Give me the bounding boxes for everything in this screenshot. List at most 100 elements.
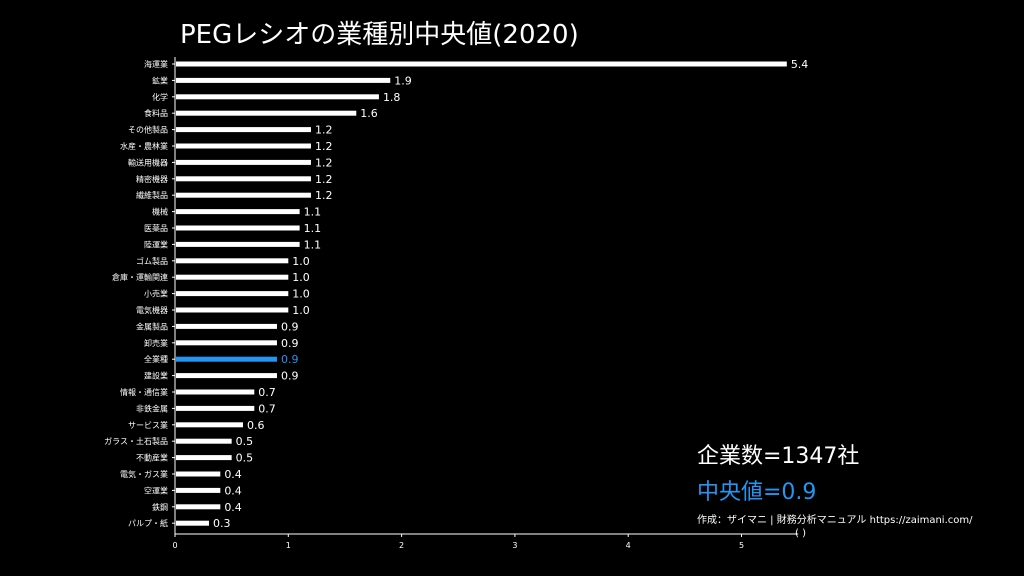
value-label: 0.7 [258, 386, 276, 399]
bar [176, 389, 255, 395]
category-label: 医薬品 [144, 223, 168, 233]
value-label: 0.9 [281, 370, 299, 383]
value-label: 0.4 [224, 484, 242, 497]
category-label: 機械 [152, 207, 168, 217]
bar [176, 323, 277, 329]
bar [176, 274, 289, 280]
category-label: 食料品 [144, 108, 168, 118]
category-label: 電気機器 [136, 305, 168, 315]
category-label: パルプ・紙 [128, 518, 168, 528]
bar [176, 176, 311, 182]
value-label: 1.2 [315, 140, 333, 153]
value-label: 0.4 [224, 468, 242, 481]
bar [176, 405, 255, 411]
value-label: 1.2 [315, 124, 333, 137]
value-label: 0.7 [258, 402, 276, 415]
bar [176, 422, 243, 428]
company-count: 企業数=1347社 [697, 444, 860, 469]
value-label: 1.9 [394, 74, 412, 87]
bar [176, 77, 391, 83]
bar [176, 192, 311, 198]
chart-title: PEGレシオの業種別中央値(2020) [180, 20, 579, 50]
x-tick-label: 1 [286, 541, 291, 550]
chart-bars [176, 61, 787, 526]
category-label: 建設業 [144, 371, 168, 381]
category-label: 電気・ガス業 [120, 469, 168, 479]
category-label: 小売業 [144, 289, 168, 299]
x-tick-label: 5 [739, 541, 744, 550]
value-label: 1.1 [304, 238, 322, 251]
bar [176, 127, 311, 133]
value-label: 1.0 [292, 255, 310, 268]
value-label: 0.5 [236, 435, 254, 448]
value-label: 0.9 [281, 353, 299, 366]
value-label: 1.2 [315, 189, 333, 202]
value-label: 1.8 [383, 91, 401, 104]
value-label: 1.1 [304, 206, 322, 219]
category-label: 精密機器 [136, 174, 168, 184]
bar [176, 94, 379, 100]
bar [176, 258, 289, 264]
value-label: 0.6 [247, 419, 264, 432]
category-label: 鉱業 [152, 75, 168, 85]
bar [176, 291, 289, 297]
value-label: 1.2 [315, 156, 333, 169]
value-label: 1.0 [292, 271, 310, 284]
category-label: 陸運業 [144, 239, 168, 249]
category-label: 非鉄金属 [136, 403, 168, 413]
category-label: サービス業 [128, 420, 168, 430]
bar [176, 340, 277, 346]
value-label: 0.9 [281, 337, 299, 350]
bar [176, 373, 277, 379]
category-label: 金属製品 [136, 321, 168, 331]
category-label: ガラス・土石製品 [104, 436, 168, 446]
category-label: 水産・農林業 [120, 141, 168, 151]
value-label: 1.6 [360, 107, 378, 120]
value-label: 0.3 [213, 517, 231, 530]
bar [176, 504, 221, 510]
category-label: 情報・通信業 [120, 387, 168, 397]
bar [176, 209, 300, 215]
chart-labels: 海運業 5.4 鉱業 1.9 化学 1.8 食料品 1.6 その他製品 1.2 水産・農林業 1.2 輸… [104, 58, 808, 530]
category-label: 卸売業 [144, 338, 168, 348]
value-label: 1.0 [292, 304, 310, 317]
value-label: 1.1 [304, 222, 322, 235]
category-label: 全業種 [144, 354, 168, 364]
bar [176, 307, 289, 313]
category-label: 不動産業 [136, 453, 168, 463]
chart-axes: 0 1 2 3 4 5 [172, 57, 799, 550]
value-label: 0.4 [224, 501, 242, 514]
credit-parenthesis: ( ) [795, 528, 806, 539]
category-label: 鉄鋼 [152, 502, 168, 512]
bar [176, 471, 221, 477]
x-tick-label: 2 [399, 541, 404, 550]
category-label: 化学 [152, 92, 168, 102]
category-label: その他製品 [128, 125, 168, 135]
value-label: 1.2 [315, 173, 333, 186]
category-label: 倉庫・運輸関連 [112, 272, 168, 282]
bar [176, 61, 787, 67]
bar [176, 225, 300, 231]
bar [176, 455, 232, 461]
x-tick-label: 3 [512, 541, 517, 550]
category-label: ゴム製品 [136, 256, 168, 266]
bar [176, 110, 357, 116]
value-label: 0.9 [281, 320, 299, 333]
bar [176, 143, 311, 149]
value-label: 5.4 [791, 58, 809, 71]
category-label: 空運業 [144, 485, 168, 495]
value-label: 1.0 [292, 288, 310, 301]
x-tick-label: 4 [626, 541, 631, 550]
value-label: 0.5 [236, 452, 254, 465]
source-credit: 作成：ザイマニ | 財務分析マニュアル https://zaimani.com/ [697, 515, 973, 526]
bar [176, 438, 232, 444]
bar [176, 159, 311, 165]
category-label: 海運業 [144, 59, 168, 69]
category-label: 繊維製品 [136, 190, 168, 200]
category-label: 輸送用機器 [128, 157, 168, 167]
median-value: 中央値=0.9 [697, 480, 817, 505]
bar [176, 520, 209, 526]
bar [176, 241, 300, 247]
bar [176, 356, 277, 362]
